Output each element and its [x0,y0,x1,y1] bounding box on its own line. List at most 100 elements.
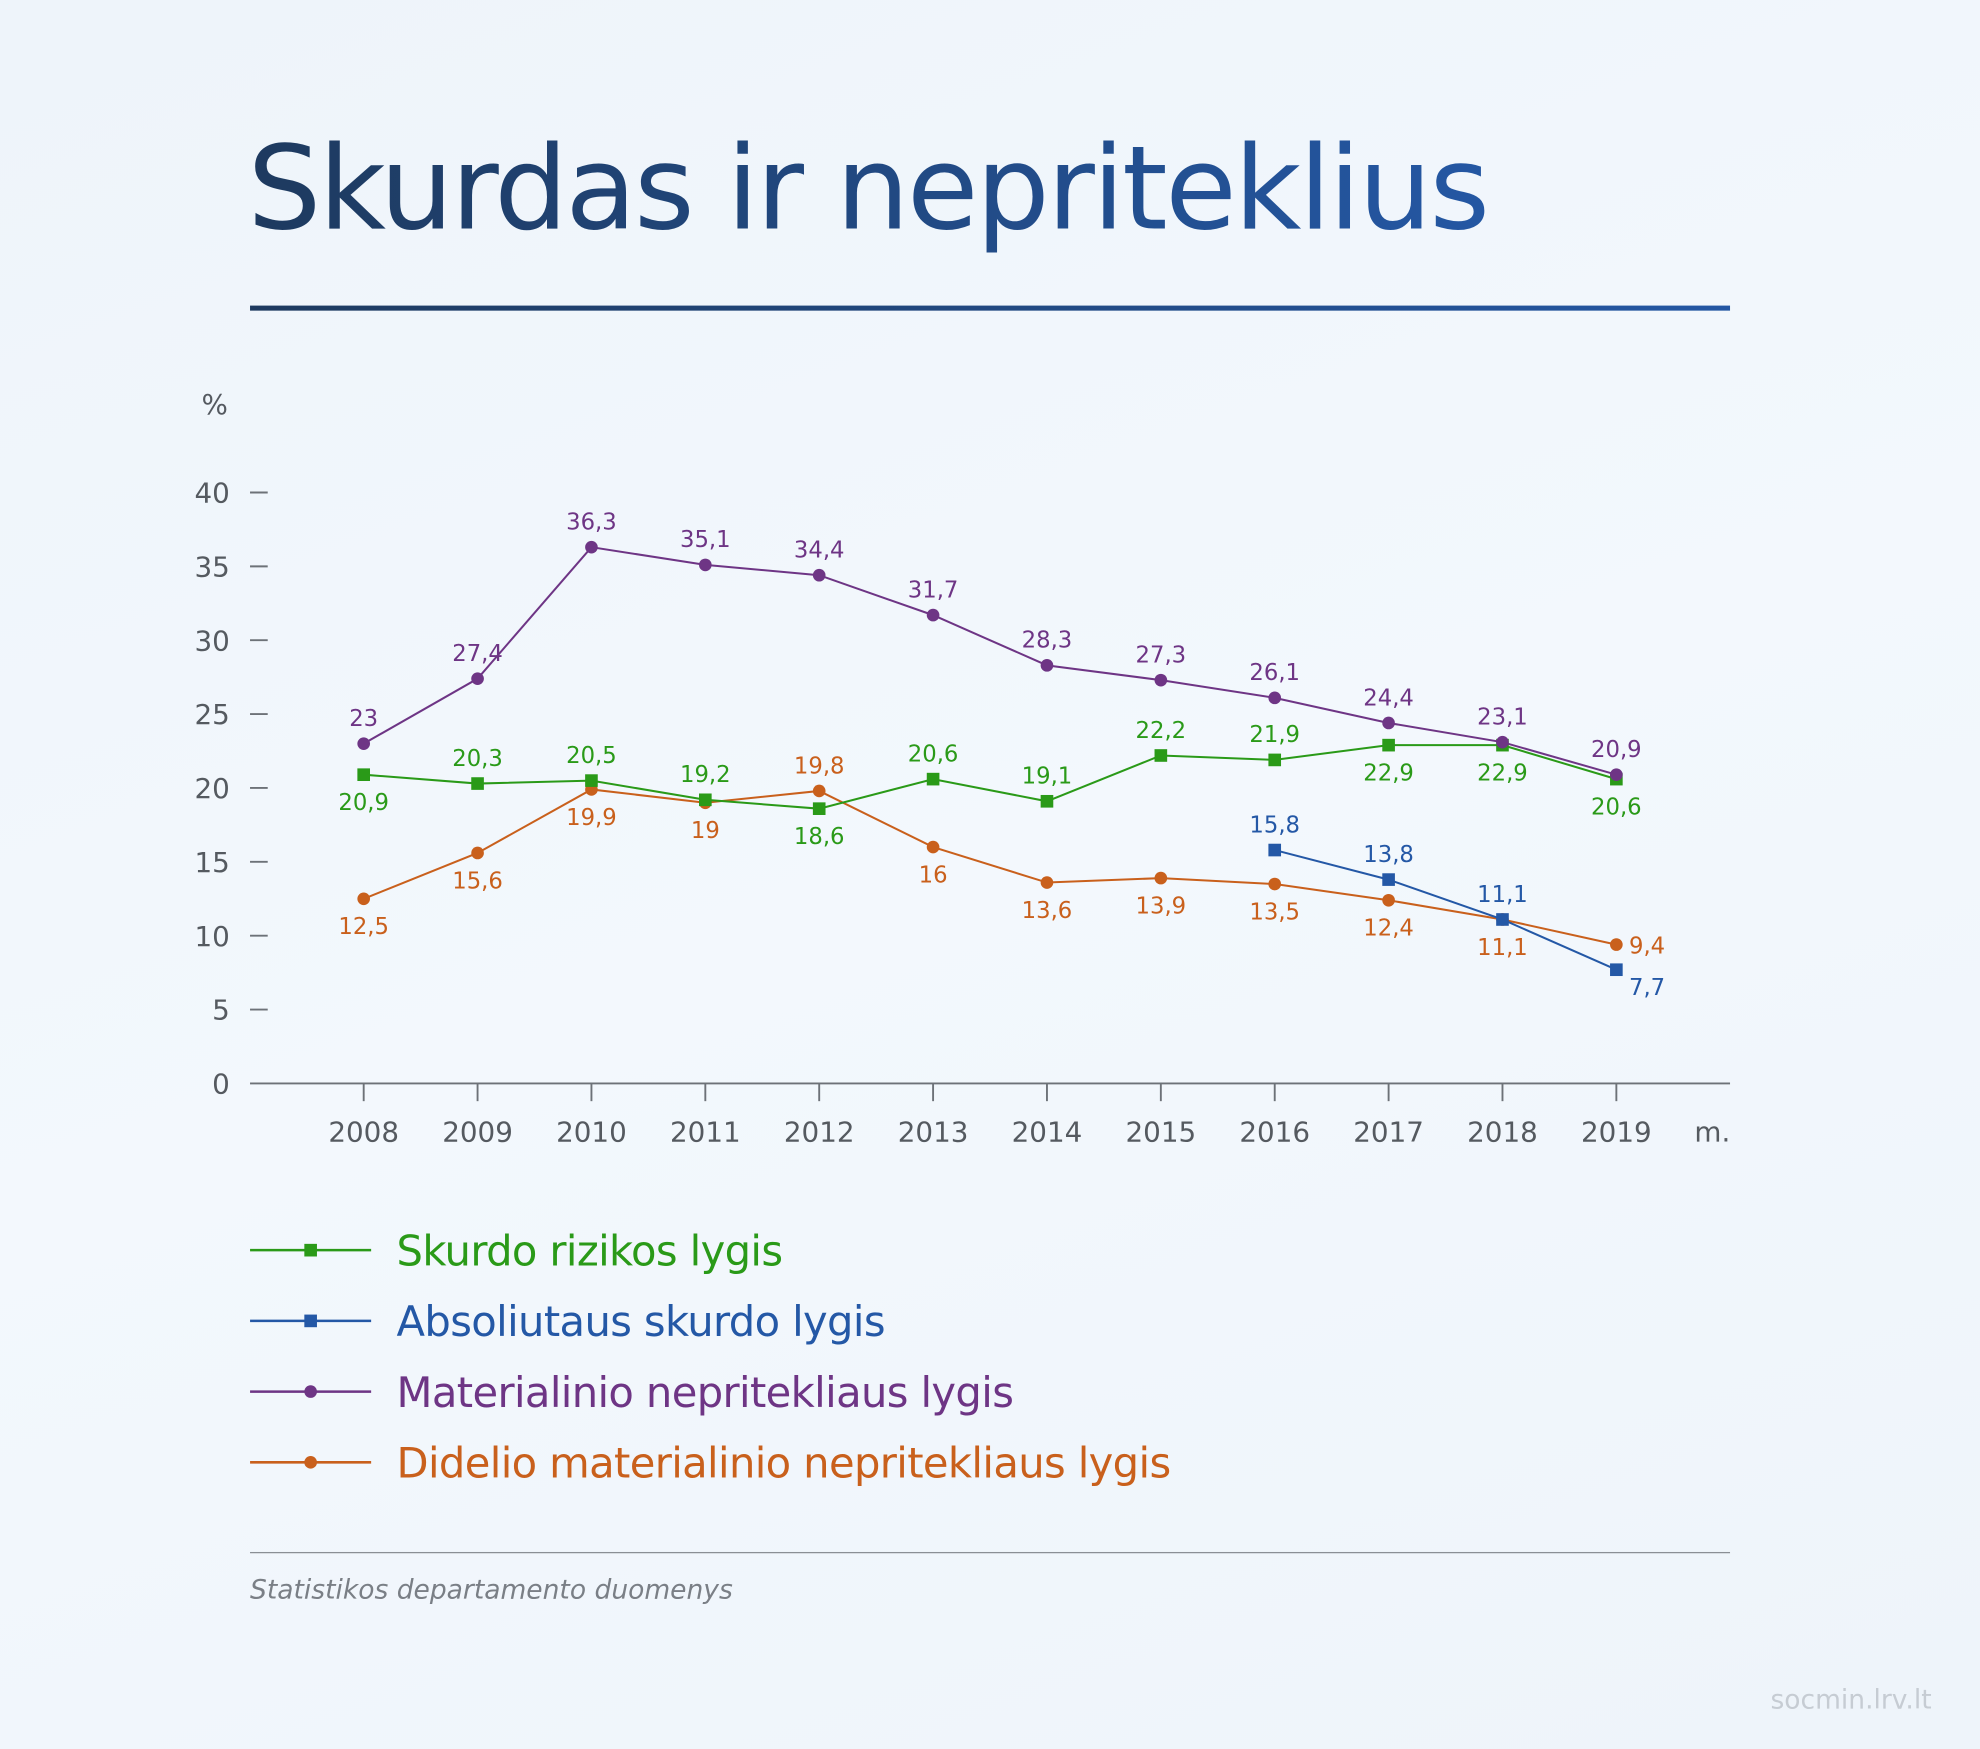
source-note: Statistikos departamento duomenys [250,1574,733,1606]
data-label: 13,5 [1249,899,1300,925]
data-point-circle [471,672,484,685]
data-label: 22,9 [1363,760,1414,786]
data-point-square [1154,749,1168,762]
legend-item: Skurdo rizikos lygis [250,1215,1171,1286]
x-tick-label: 2016 [1239,1116,1310,1149]
data-point-circle [585,540,598,554]
data-label: 36,3 [566,509,617,535]
x-tick-label: 2010 [556,1116,627,1149]
data-label: 19 [691,818,720,844]
legend-item: Absoliutaus skurdo lygis [250,1286,1171,1357]
data-label: 21,9 [1249,722,1300,748]
data-label: 7,7 [1629,975,1665,1001]
data-label: 15,8 [1249,812,1300,838]
data-label: 16 [919,862,948,888]
legend-item: Materialinio nepritekliaus lygis [250,1356,1171,1427]
data-label: 20,9 [338,790,389,816]
data-label: 12,4 [1363,916,1414,942]
legend-label: Skurdo rizikos lygis [396,1225,784,1275]
y-tick-label: 25 [194,698,229,731]
data-point-square [1268,843,1282,857]
data-label: 15,6 [452,868,503,894]
data-label: 20,6 [1591,794,1642,820]
data-point-circle [1382,716,1395,730]
data-label: 12,5 [338,914,389,940]
data-label: 20,6 [908,741,959,767]
data-label: 24,4 [1363,685,1414,711]
y-tick-label: 5 [212,994,230,1027]
data-label: 35,1 [680,527,731,553]
data-label: 19,1 [1022,764,1073,790]
legend-marker-icon [250,1314,372,1328]
data-label: 27,3 [1136,642,1187,668]
data-label: 26,1 [1249,660,1300,686]
legend-label: Didelio materialinio nepritekliaus lygis [396,1437,1172,1487]
y-tick-label: 10 [194,920,229,953]
legend-item: Didelio materialinio nepritekliaus lygis [250,1427,1171,1498]
y-tick-label: 20 [194,772,229,805]
data-point-circle [1496,735,1509,749]
data-point-square [585,774,598,787]
data-label: 19,2 [680,762,731,788]
data-point-circle [1268,877,1282,891]
series-line [363,788,1617,946]
data-label: 9,4 [1629,933,1665,959]
data-point-square [1040,794,1054,808]
data-point-circle [1040,659,1054,672]
x-tick-label: 2012 [784,1116,855,1149]
data-label: 20,9 [1591,737,1642,763]
data-label: 20,5 [566,743,617,769]
series-3: 23 27,4 36,3 35,1 34,4 31,7 28,3 27,3 26,1 24,4 23… [349,509,1642,782]
series-2: 15,8 13,8 11,1 7,7 [1249,812,1665,1001]
data-label: 22,9 [1477,760,1528,786]
data-point-circle [812,784,826,798]
x-tick-label: 2009 [442,1116,513,1149]
y-tick-label: 35 [194,550,229,583]
data-label: 19,8 [794,753,845,779]
data-label: 11,1 [1477,882,1528,908]
data-point-square [1382,873,1395,886]
data-point-square [1268,753,1282,767]
y-axis-label: % [201,388,227,421]
data-point-square [357,768,371,782]
legend-label: Materialinio nepritekliaus lygis [396,1366,1014,1417]
data-point-square [1610,963,1623,977]
data-label: 19,9 [566,805,617,831]
data-point-square [1382,738,1395,752]
y-tick-label: 0 [212,1068,230,1101]
legend-marker-icon [250,1243,372,1257]
data-label: 31,7 [908,577,959,603]
data-label: 13,9 [1136,893,1187,919]
data-point-circle [1154,673,1168,687]
site-watermark: socmin.lrv.lt [1770,1684,1932,1715]
data-point-circle [357,892,371,906]
data-label: 20,3 [452,746,503,772]
series-4: 12,5 15,6 19,9 19 19,8 16 13,6 13,9 13,5 12,4 11,1… [338,753,1665,961]
data-point-square [812,802,826,815]
data-point-square [699,793,712,807]
data-point-circle [357,737,371,750]
data-point-circle [812,568,826,582]
data-label: 13,8 [1363,842,1414,868]
data-label: 23,1 [1477,705,1528,731]
data-point-circle [1610,768,1623,782]
legend-marker-icon [250,1456,372,1469]
y-tick-label: 30 [194,624,229,657]
data-label: 23 [349,706,378,732]
data-point-circle [471,846,484,860]
data-point-square [926,772,940,786]
legend-marker-icon [250,1385,372,1398]
series-line [1274,849,1617,971]
title-divider [250,305,1731,311]
page-title: Skurdas ir nepriteklius [247,121,1491,257]
x-tick-label: 2018 [1467,1116,1538,1149]
x-tick-label: 2011 [670,1116,741,1149]
y-tick-label: 15 [194,846,229,879]
data-label: 28,3 [1022,628,1073,654]
x-tick-label: 2019 [1581,1116,1652,1149]
series-line [363,744,1617,810]
data-point-circle [1382,893,1395,907]
data-point-square [471,777,484,790]
legend: Skurdo rizikos lygis Absoliutaus skurdo l… [250,1215,1171,1498]
